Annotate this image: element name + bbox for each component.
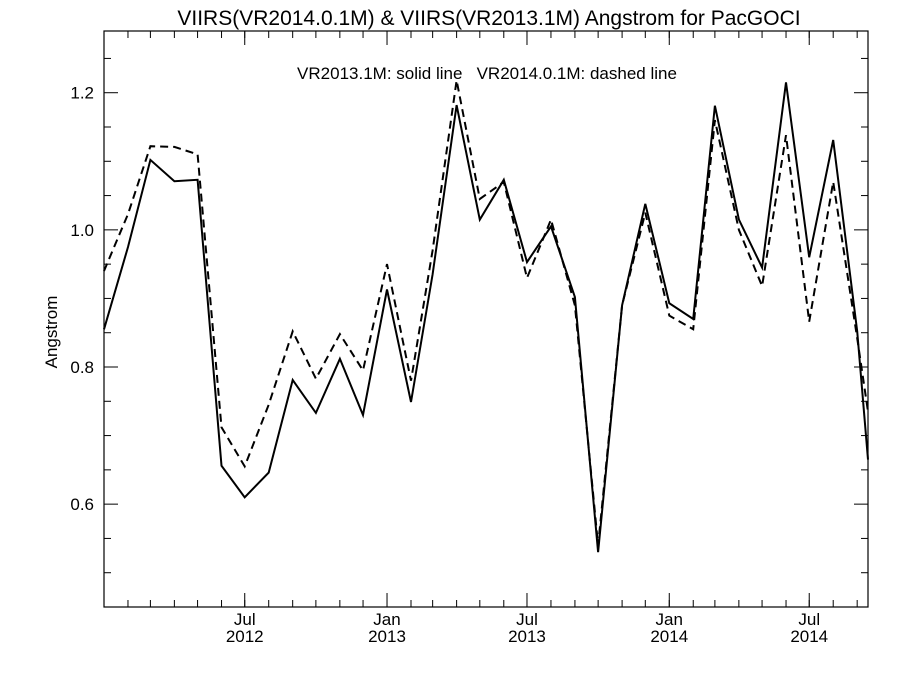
y-tick-label: 0.8 (70, 358, 94, 377)
x-tick-label-year: 2012 (226, 627, 264, 646)
y-axis-label: Angstrom (42, 296, 61, 369)
x-tick-label-month: Jul (798, 610, 820, 629)
y-tick-label: 1.0 (70, 221, 94, 240)
chart-title: VIIRS(VR2014.0.1M) & VIIRS(VR2013.1M) An… (177, 7, 800, 30)
y-tick-label: 0.6 (70, 495, 94, 514)
legend-text: VR2013.1M: solid line VR2014.0.1M: dashe… (297, 64, 677, 83)
series-line-dashed (103, 80, 869, 546)
y-tick-label: 1.2 (70, 84, 94, 103)
x-tick-label-year: 2013 (368, 627, 406, 646)
series-line-solid (103, 82, 869, 553)
x-tick-label-year: 2014 (650, 627, 688, 646)
x-tick-label-year: 2013 (508, 627, 546, 646)
x-tick-label-year: 2014 (790, 627, 828, 646)
x-tick-label-month: Jan (373, 610, 400, 629)
x-tick-label-month: Jul (234, 610, 256, 629)
x-tick-label-month: Jan (656, 610, 683, 629)
plot-frame (103, 30, 869, 608)
x-tick-label-month: Jul (516, 610, 538, 629)
